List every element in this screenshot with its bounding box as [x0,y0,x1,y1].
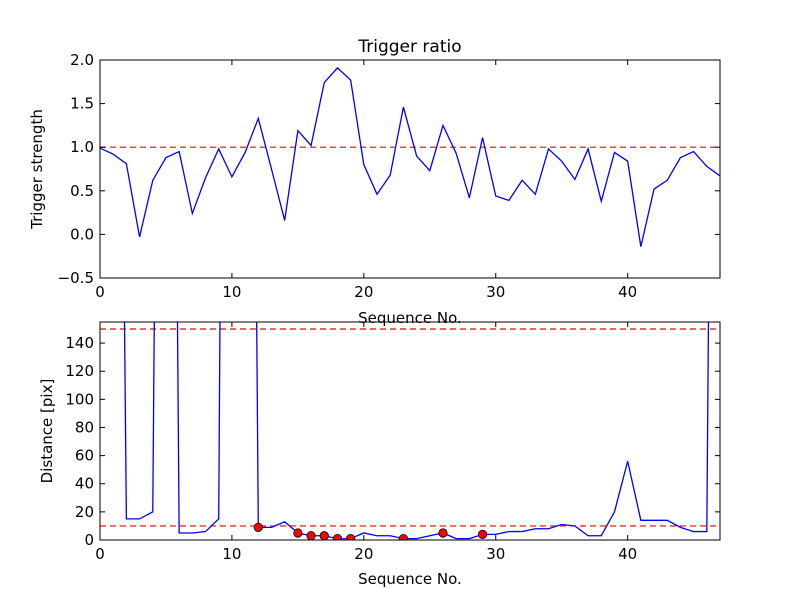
y-tick-label: 0 [84,531,94,549]
y-tick-label: 60 [75,447,94,465]
x-tick-label: 10 [222,545,241,563]
y-tick-label: 80 [75,418,94,436]
x-tick-label: 40 [618,545,637,563]
x-tick-label: 30 [486,283,505,301]
y-tick-label: 40 [75,475,94,493]
y-tick-label: 140 [65,334,94,352]
y-axis-label: Trigger strength [28,109,46,230]
data-point-marker [294,529,302,537]
data-point-marker [439,529,447,537]
x-tick-label: 30 [486,545,505,563]
y-tick-label: 0.0 [70,225,94,243]
x-tick-label: 40 [618,283,637,301]
x-axis-label: Sequence No. [358,309,462,327]
data-point-marker [307,532,315,540]
y-tick-label: 1.5 [70,95,94,113]
y-tick-label: 1.0 [70,138,94,156]
x-tick-label: 10 [222,283,241,301]
x-tick-label: 20 [354,545,373,563]
y-tick-label: 100 [65,390,94,408]
y-tick-label: 0.5 [70,182,94,200]
data-point-marker [320,532,328,540]
y-tick-label: 120 [65,362,94,380]
data-point-marker [254,523,262,531]
y-tick-label: 20 [75,503,94,521]
x-tick-label: 0 [95,283,105,301]
y-tick-label: −0.5 [58,269,94,287]
y-tick-label: 2.0 [70,51,94,69]
data-point-marker [478,530,486,538]
x-axis-label: Sequence No. [358,570,462,588]
y-axis-label: Distance [pix] [38,379,56,484]
x-tick-label: 0 [95,545,105,563]
chart-title: Trigger ratio [357,37,461,57]
x-tick-label: 20 [354,283,373,301]
